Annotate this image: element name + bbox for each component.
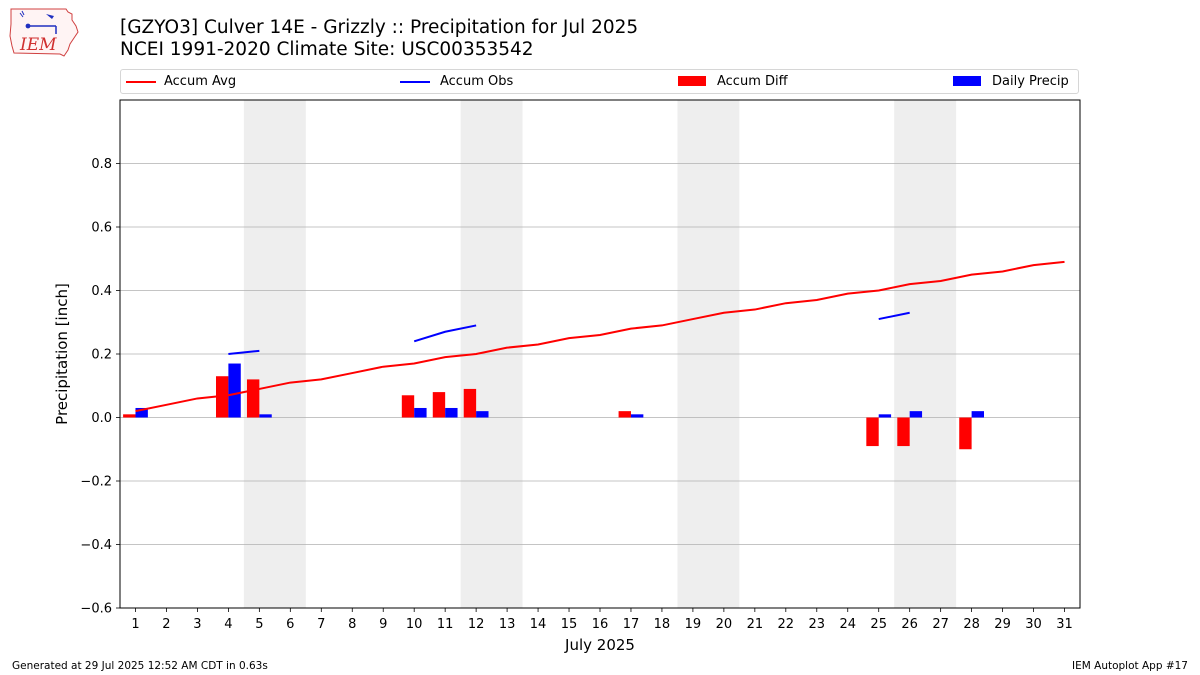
daily-precip-bar	[476, 411, 489, 418]
accum-diff-bar	[401, 395, 415, 418]
daily-precip-bar	[135, 407, 148, 418]
daily-precip-bar	[228, 363, 241, 418]
x-tick-label: 3	[193, 617, 201, 632]
daily-precip-bar	[630, 414, 644, 418]
accum-diff-bar	[246, 379, 260, 418]
accum-diff-bar	[897, 417, 910, 447]
daily-precip-bar	[909, 411, 923, 418]
x-tick-label: 22	[778, 617, 795, 632]
x-tick-label: 25	[870, 617, 887, 632]
generated-timestamp: Generated at 29 Jul 2025 12:52 AM CDT in…	[12, 660, 268, 672]
daily-precip-bar	[259, 414, 272, 418]
y-tick-label: −0.6	[80, 602, 112, 617]
x-tick-label: 13	[499, 617, 516, 632]
x-tick-label: 12	[468, 617, 485, 632]
legend-accum-diff-label: Accum Diff	[717, 74, 788, 89]
x-tick-label: 24	[839, 617, 856, 632]
y-tick-label: −0.2	[80, 475, 112, 490]
legend-daily-precip-label: Daily Precip	[992, 74, 1069, 89]
x-tick-label: 14	[530, 617, 547, 632]
legend-accum-avg-label: Accum Avg	[164, 74, 237, 89]
daily-precip-bar	[971, 411, 984, 418]
accum-diff-bar	[432, 392, 446, 418]
y-tick-label: 0.8	[91, 157, 112, 172]
daily-precip-bar	[445, 407, 458, 418]
x-tick-label: 18	[654, 617, 671, 632]
x-tick-label: 30	[1025, 617, 1042, 632]
x-tick-label: 6	[286, 617, 294, 632]
accum-diff-bar	[959, 417, 972, 450]
legend-accum-diff-swatch	[678, 76, 706, 86]
legend-daily-precip-swatch	[953, 76, 981, 86]
iem-logo: IEM	[9, 8, 79, 57]
accum-diff-bar	[618, 411, 631, 418]
accum-avg-line	[135, 260, 1065, 413]
x-tick-label: 26	[901, 617, 918, 632]
y-tick-label: −0.4	[80, 538, 112, 553]
x-tick-label: 8	[348, 617, 356, 632]
chart-title: [GZYO3] Culver 14E - Grizzly :: Precipit…	[120, 17, 639, 38]
x-tick-label: 27	[932, 617, 949, 632]
y-tick-label: 0.0	[91, 411, 112, 426]
x-tick-label: 11	[437, 617, 454, 632]
accum-obs-line	[228, 349, 260, 355]
x-tick-label: 9	[379, 617, 387, 632]
x-axis-label: July 2025	[564, 636, 635, 654]
y-tick-label: 0.4	[91, 284, 112, 299]
plot-frame	[119, 99, 1081, 609]
accum-diff-bar	[123, 414, 136, 418]
legend-accum-obs-swatch	[400, 81, 430, 83]
y-tick-label: 0.2	[91, 348, 112, 363]
x-tick-label: 19	[685, 617, 702, 632]
accum-diff-bar	[463, 388, 477, 418]
x-tick-label: 15	[561, 617, 578, 632]
x-tick-label: 4	[224, 617, 232, 632]
x-tick-label: 21	[747, 617, 764, 632]
daily-precip-bar	[878, 414, 892, 418]
x-tick-label: 16	[592, 617, 609, 632]
x-tick-label: 10	[406, 617, 423, 632]
x-tick-label: 28	[963, 617, 980, 632]
x-tick-label: 20	[716, 617, 733, 632]
legend-accum-avg-swatch	[126, 81, 156, 83]
x-tick-label: 29	[994, 617, 1011, 632]
accum-obs-line	[878, 311, 910, 321]
accum-diff-bar	[866, 417, 879, 447]
accum-obs-line	[413, 324, 477, 343]
x-tick-label: 7	[317, 617, 325, 632]
legend-accum-obs-label: Accum Obs	[440, 74, 514, 89]
y-tick-label: 0.6	[91, 221, 112, 236]
app-credit: IEM Autoplot App #17	[1072, 660, 1188, 672]
daily-precip-bar	[414, 407, 427, 418]
legend: Accum Avg Accum Obs Accum Diff Daily Pre…	[120, 69, 1079, 94]
x-tick-label: 31	[1056, 617, 1073, 632]
chart-subtitle: NCEI 1991-2020 Climate Site: USC00353542	[120, 39, 534, 60]
x-tick-label: 1	[131, 617, 139, 632]
x-tick-label: 2	[162, 617, 170, 632]
logo-text: IEM	[19, 35, 57, 55]
x-tick-label: 23	[809, 617, 826, 632]
y-axis-label: Precipitation [inch]	[53, 283, 71, 425]
x-tick-label: 17	[623, 617, 640, 632]
x-tick-label: 5	[255, 617, 263, 632]
